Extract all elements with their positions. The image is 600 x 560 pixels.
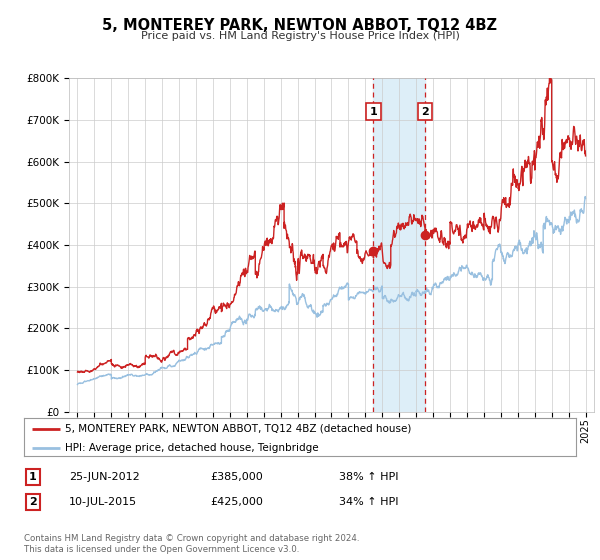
Text: HPI: Average price, detached house, Teignbridge: HPI: Average price, detached house, Teig… xyxy=(65,443,319,453)
Text: 38% ↑ HPI: 38% ↑ HPI xyxy=(339,472,398,482)
Bar xyxy=(373,78,425,412)
Text: 10-JUL-2015: 10-JUL-2015 xyxy=(69,497,137,507)
Text: Contains HM Land Registry data © Crown copyright and database right 2024.: Contains HM Land Registry data © Crown c… xyxy=(24,534,359,543)
Text: 34% ↑ HPI: 34% ↑ HPI xyxy=(339,497,398,507)
Text: 1: 1 xyxy=(370,107,377,116)
Text: £425,000: £425,000 xyxy=(210,497,263,507)
Text: 5, MONTEREY PARK, NEWTON ABBOT, TQ12 4BZ: 5, MONTEREY PARK, NEWTON ABBOT, TQ12 4BZ xyxy=(103,18,497,33)
Text: 25-JUN-2012: 25-JUN-2012 xyxy=(69,472,140,482)
Text: This data is licensed under the Open Government Licence v3.0.: This data is licensed under the Open Gov… xyxy=(24,545,299,554)
Text: £385,000: £385,000 xyxy=(210,472,263,482)
Text: Price paid vs. HM Land Registry's House Price Index (HPI): Price paid vs. HM Land Registry's House … xyxy=(140,31,460,41)
Text: 1: 1 xyxy=(29,472,37,482)
Text: 2: 2 xyxy=(29,497,37,507)
Text: 5, MONTEREY PARK, NEWTON ABBOT, TQ12 4BZ (detached house): 5, MONTEREY PARK, NEWTON ABBOT, TQ12 4BZ… xyxy=(65,424,412,434)
Text: 2: 2 xyxy=(421,107,429,116)
